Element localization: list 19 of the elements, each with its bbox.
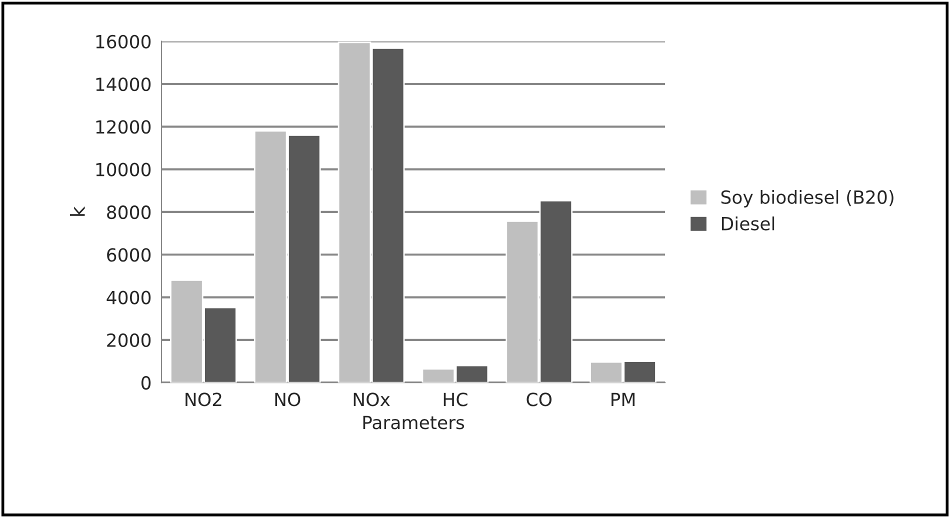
legend-label: Soy biodiesel (B20) — [721, 190, 894, 208]
y-tick-label: 14000 — [96, 77, 151, 92]
x-tick-label: HC — [444, 392, 468, 406]
x-tick-label: PM — [612, 392, 635, 406]
y-tick-label: 10000 — [96, 162, 151, 176]
legend-label: Diesel — [722, 216, 774, 230]
x-tick-label: NO2 — [186, 392, 222, 406]
y-axis-title: k — [70, 206, 85, 216]
x-axis-title: Parameters — [363, 416, 464, 430]
x-tick-label: NOx — [354, 392, 390, 406]
x-tick-label: CO — [526, 392, 552, 406]
y-tick-label: 8000 — [107, 205, 151, 220]
x-tick-label: NO — [275, 392, 300, 406]
y-tick-label: 4000 — [106, 290, 151, 304]
y-tick-label: 0 — [141, 376, 151, 390]
y-tick-label: 2000 — [107, 333, 151, 348]
y-tick-label: 6000 — [107, 248, 151, 262]
y-tick-label: 12000 — [96, 120, 151, 134]
y-tick-label: 16000 — [96, 34, 151, 48]
